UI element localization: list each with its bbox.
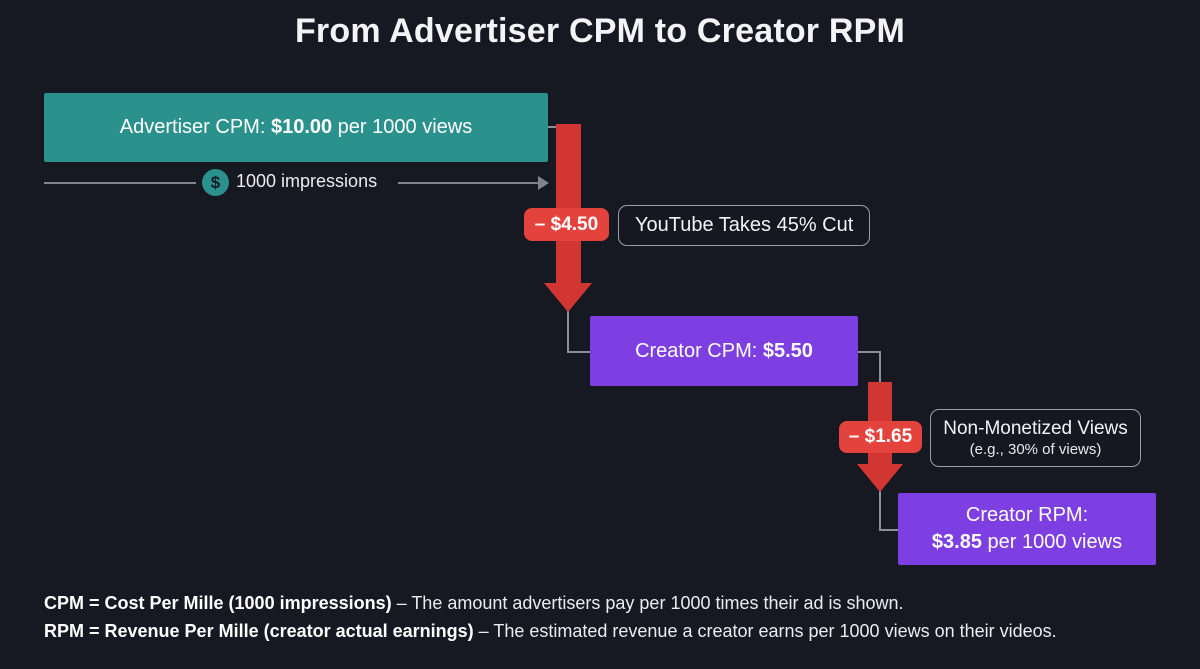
creator-rpm-amount: $3.85 [931,531,982,553]
creator-rpm-value: $3.85 per 1000 views [931,531,1123,553]
impressions-line-right [398,182,538,184]
youtube-cut-amount-badge: – $4.50 [524,208,609,241]
diagram-title: From Advertiser CPM to Creator RPM [294,12,906,50]
creator-cpm-amount: $5.50 [762,339,813,362]
creator-cpm-label: Creator CPM: $5.50 [635,339,813,362]
connector-line [879,529,899,531]
non-monetized-label-line2: (e.g., 30% of views) [969,441,1102,458]
connector-line [858,351,881,353]
non-monetized-label-line1: Non-Monetized Views [943,418,1128,439]
impressions-line-left [44,182,196,184]
dollar-circle-icon: $ [202,169,229,196]
creator-rpm-box: Creator RPM: $3.85 per 1000 views [898,493,1156,565]
advertiser-cpm-amount: $10.00 [270,116,333,138]
right-arrowhead-icon [538,176,549,190]
non-monetized-label: Non-Monetized Views (e.g., 30% of views) [930,409,1141,467]
rpm-definition: RPM = Revenue Per Mille (creator actual … [44,621,1057,641]
connector-line [567,310,569,352]
down-arrowhead-icon [544,283,592,312]
youtube-cut-label: YouTube Takes 45% Cut [618,205,871,246]
advertiser-cpm-label: Advertiser CPM: $10.00 per 1000 views [119,116,473,138]
cpm-definition: CPM = Cost Per Mille (1000 impressions) … [44,593,904,613]
creator-cpm-box: Creator CPM: $5.50 [590,316,858,386]
non-monetized-amount-badge: – $1.65 [839,421,922,453]
advertiser-cpm-box: Advertiser CPM: $10.00 per 1000 views [44,93,548,162]
down-arrow-icon [556,124,581,284]
down-arrowhead-icon [857,464,903,492]
impressions-label: 1000 impressions [236,171,378,191]
connector-line [567,351,591,353]
creator-rpm-title: Creator RPM: [965,504,1089,526]
